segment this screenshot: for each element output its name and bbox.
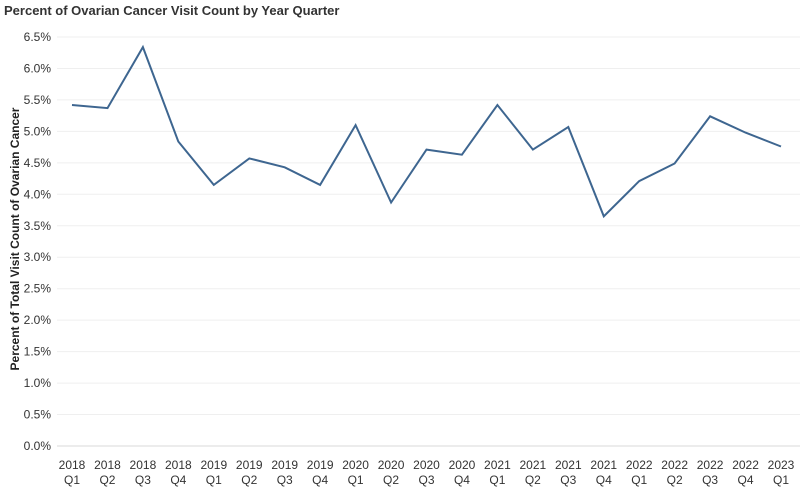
- x-tick-year: 2019: [271, 458, 298, 472]
- x-axis-ticks: 2018Q12018Q22018Q32018Q42019Q12019Q22019…: [59, 458, 795, 487]
- x-tick-year: 2019: [307, 458, 334, 472]
- x-tick-quarter: Q1: [348, 473, 364, 487]
- x-tick-quarter: Q1: [64, 473, 80, 487]
- x-tick-quarter: Q1: [489, 473, 505, 487]
- x-tick-year: 2018: [130, 458, 157, 472]
- x-tick-quarter: Q2: [667, 473, 683, 487]
- x-tick-quarter: Q3: [418, 473, 434, 487]
- x-tick-year: 2018: [59, 458, 86, 472]
- y-tick-label: 4.5%: [24, 156, 52, 170]
- x-tick-year: 2021: [590, 458, 617, 472]
- y-tick-label: 0.5%: [24, 408, 52, 422]
- x-tick-year: 2020: [449, 458, 476, 472]
- x-tick-quarter: Q2: [383, 473, 399, 487]
- x-tick-year: 2018: [94, 458, 121, 472]
- x-tick-year: 2022: [697, 458, 724, 472]
- x-tick-quarter: Q2: [99, 473, 115, 487]
- y-tick-label: 4.0%: [24, 187, 52, 201]
- x-tick-quarter: Q4: [454, 473, 470, 487]
- x-tick-quarter: Q3: [135, 473, 151, 487]
- y-tick-label: 1.0%: [24, 376, 52, 390]
- x-tick-quarter: Q3: [560, 473, 576, 487]
- x-tick-quarter: Q1: [773, 473, 789, 487]
- x-tick-year: 2019: [200, 458, 227, 472]
- y-tick-label: 0.0%: [24, 439, 52, 453]
- y-tick-label: 3.0%: [24, 250, 52, 264]
- x-tick-year: 2021: [519, 458, 546, 472]
- y-tick-label: 2.0%: [24, 313, 52, 327]
- y-tick-label: 5.0%: [24, 124, 52, 138]
- x-tick-year: 2022: [626, 458, 653, 472]
- x-tick-quarter: Q4: [312, 473, 328, 487]
- y-tick-label: 6.0%: [24, 61, 52, 75]
- y-tick-label: 1.5%: [24, 345, 52, 359]
- x-tick-year: 2023: [768, 458, 795, 472]
- x-tick-year: 2021: [555, 458, 582, 472]
- series-layer: [71, 44, 782, 219]
- x-tick-year: 2022: [661, 458, 688, 472]
- series-line: [71, 44, 782, 219]
- x-tick-year: 2021: [484, 458, 511, 472]
- x-tick-year: 2020: [413, 458, 440, 472]
- x-tick-year: 2020: [342, 458, 369, 472]
- x-tick-quarter: Q1: [631, 473, 647, 487]
- y-tick-label: 5.5%: [24, 93, 52, 107]
- y-tick-label: 6.5%: [24, 30, 52, 44]
- x-tick-quarter: Q2: [525, 473, 541, 487]
- x-tick-year: 2022: [732, 458, 759, 472]
- x-tick-quarter: Q3: [277, 473, 293, 487]
- chart-title: Percent of Ovarian Cancer Visit Count by…: [4, 3, 340, 18]
- x-tick-quarter: Q4: [738, 473, 754, 487]
- x-tick-year: 2019: [236, 458, 263, 472]
- x-tick-quarter: Q4: [596, 473, 612, 487]
- y-axis-ticks: 0.0% 0.5% 1.0% 1.5% 2.0% 2.5% 3.0% 3.5% 4.0% 4.5%…: [24, 30, 52, 453]
- x-tick-year: 2020: [378, 458, 405, 472]
- x-tick-quarter: Q2: [241, 473, 257, 487]
- x-tick-quarter: Q3: [702, 473, 718, 487]
- x-tick-year: 2018: [165, 458, 192, 472]
- x-tick-quarter: Q4: [170, 473, 186, 487]
- x-tick-quarter: Q1: [206, 473, 222, 487]
- y-tick-label: 3.5%: [24, 219, 52, 233]
- gridlines: [57, 36, 800, 447]
- y-tick-label: 2.5%: [24, 282, 52, 296]
